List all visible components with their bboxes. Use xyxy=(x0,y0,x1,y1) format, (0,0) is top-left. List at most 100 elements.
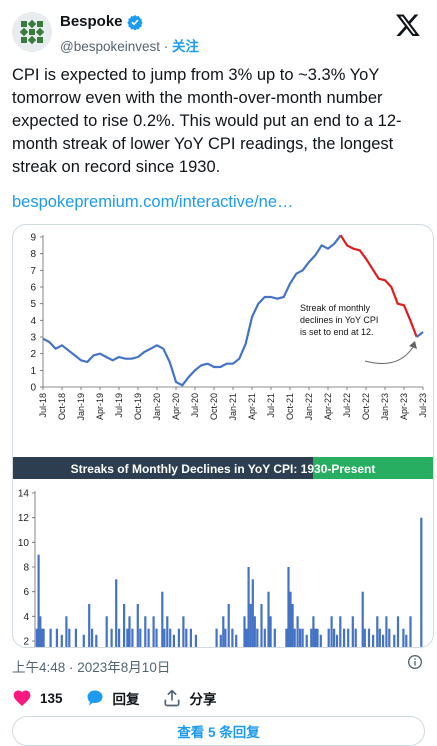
y-tick-label: 0 xyxy=(30,383,36,394)
streak-bar xyxy=(126,628,129,647)
like-count: 135 xyxy=(40,690,63,706)
y-tick-label: 10 xyxy=(18,538,30,549)
streak-bar xyxy=(289,591,292,647)
streak-bar xyxy=(335,634,339,647)
streak-bar xyxy=(343,628,346,647)
streak-bar xyxy=(396,616,400,647)
like-button[interactable]: 135 xyxy=(12,688,63,708)
annotation-text: Streak of monthly xyxy=(300,303,371,313)
x-tick-label: Oct-21 xyxy=(285,393,295,420)
author-name[interactable]: Bespoke xyxy=(60,13,123,30)
streak-bar xyxy=(224,628,227,647)
avatar[interactable] xyxy=(12,12,52,52)
series-line xyxy=(416,331,424,338)
x-tick-label: Apr-22 xyxy=(323,393,333,420)
streak-bar xyxy=(227,604,230,647)
streak-bar xyxy=(251,579,254,647)
streak-bar xyxy=(222,616,225,647)
streak-bar xyxy=(110,628,113,647)
streak-bar xyxy=(74,628,77,647)
streak-bar xyxy=(291,604,294,647)
author-name-row[interactable]: Bespoke xyxy=(60,13,143,30)
streak-bar xyxy=(118,628,121,647)
streak-bar xyxy=(409,616,412,647)
chart-title: Streaks of Monthly Declines in YoY CPI: … xyxy=(71,462,376,476)
streak-bar xyxy=(327,628,330,647)
streak-bar xyxy=(293,628,296,647)
streak-bar xyxy=(347,628,350,647)
x-logo-icon[interactable] xyxy=(395,12,421,42)
streaks-bar-chart: Streaks of Monthly Declines in YoY CPI: … xyxy=(13,457,433,647)
tweet-link[interactable]: bespokepremium.com/interactive/ne… xyxy=(12,193,294,211)
y-tick-label: 3 xyxy=(30,333,36,344)
streak-bar xyxy=(256,628,259,647)
reply-button[interactable]: 回复 xyxy=(85,688,140,708)
streak-bar xyxy=(354,628,357,647)
streak-bar xyxy=(253,616,256,647)
y-tick-label: 7 xyxy=(30,266,36,277)
streak-bar xyxy=(136,604,139,647)
streak-bar xyxy=(163,628,166,647)
tweet-text: CPI is expected to jump from 3% up to ~3… xyxy=(12,66,402,176)
streak-bar xyxy=(310,628,313,647)
info-icon[interactable] xyxy=(407,654,423,670)
streak-bar xyxy=(287,567,290,647)
x-tick-label: Apr-20 xyxy=(171,393,181,420)
annotation-text: is set to end at 12. xyxy=(300,327,374,337)
streak-bar xyxy=(378,628,381,647)
y-tick-label: 14 xyxy=(18,489,30,500)
streak-bar xyxy=(316,628,319,647)
streak-bar xyxy=(37,554,40,647)
x-tick-label: Jan-21 xyxy=(228,393,238,421)
streak-bar xyxy=(152,616,155,647)
streak-bar xyxy=(49,628,52,647)
show-replies-button[interactable]: 查看 5 条回复 xyxy=(12,716,425,746)
streak-bar xyxy=(405,634,408,647)
streak-bar xyxy=(182,616,185,647)
streak-bar xyxy=(285,628,288,647)
x-tick-label: Oct-18 xyxy=(57,393,67,420)
streak-bar xyxy=(231,628,234,647)
streak-bar xyxy=(330,616,333,647)
streak-bar xyxy=(301,628,304,647)
streak-bar xyxy=(269,616,272,647)
x-tick-label: Jan-19 xyxy=(76,393,86,421)
x-tick-label: Jul-23 xyxy=(418,393,428,418)
annotation-arrowhead xyxy=(409,341,417,349)
streak-bar xyxy=(155,628,158,647)
streak-bar xyxy=(147,628,150,647)
annotation-arrow xyxy=(364,346,414,364)
streak-bar xyxy=(39,616,42,647)
follow-button[interactable]: 关注 xyxy=(172,39,200,54)
streak-bar xyxy=(245,628,248,647)
verified-badge-icon xyxy=(126,14,143,30)
streak-bar xyxy=(219,634,222,647)
streak-bar xyxy=(367,628,371,647)
x-tick-label: Oct-20 xyxy=(209,393,219,420)
streak-bar xyxy=(333,628,336,647)
y-tick-label: 12 xyxy=(18,513,30,524)
y-tick-label: 6 xyxy=(30,283,36,294)
streak-bar xyxy=(351,616,354,647)
streak-bar xyxy=(273,628,276,647)
streak-bar xyxy=(299,628,302,647)
share-button[interactable]: 分享 xyxy=(162,688,217,708)
reply-icon xyxy=(87,690,103,706)
annotation-text: declines in YoY CPI xyxy=(300,315,378,325)
streak-bar xyxy=(189,628,192,647)
streak-bar xyxy=(128,616,131,647)
tweet-timestamp[interactable]: 上午4:48 · 2023年8月10日 xyxy=(12,660,171,675)
y-tick-label: 1 xyxy=(30,366,36,377)
tweet-media[interactable]: 0 1 2 3 4 5 6 7 8 9 Jul-18 Oct-18 Jan-19 Apr-19 Jul-19… xyxy=(12,224,434,648)
y-tick-label: 4 xyxy=(23,612,29,623)
separator: · xyxy=(163,39,169,54)
x-tick-label: Jan-20 xyxy=(152,393,162,421)
tweet-header: Bespoke @bespokeinvest · 关注 xyxy=(0,0,437,62)
author-handle[interactable]: @bespokeinvest xyxy=(60,39,161,54)
streak-bar xyxy=(382,634,385,647)
series-line xyxy=(339,234,418,338)
x-tick-label: Jan-22 xyxy=(304,393,314,421)
streak-bar xyxy=(235,634,238,647)
streak-bar xyxy=(243,616,246,647)
